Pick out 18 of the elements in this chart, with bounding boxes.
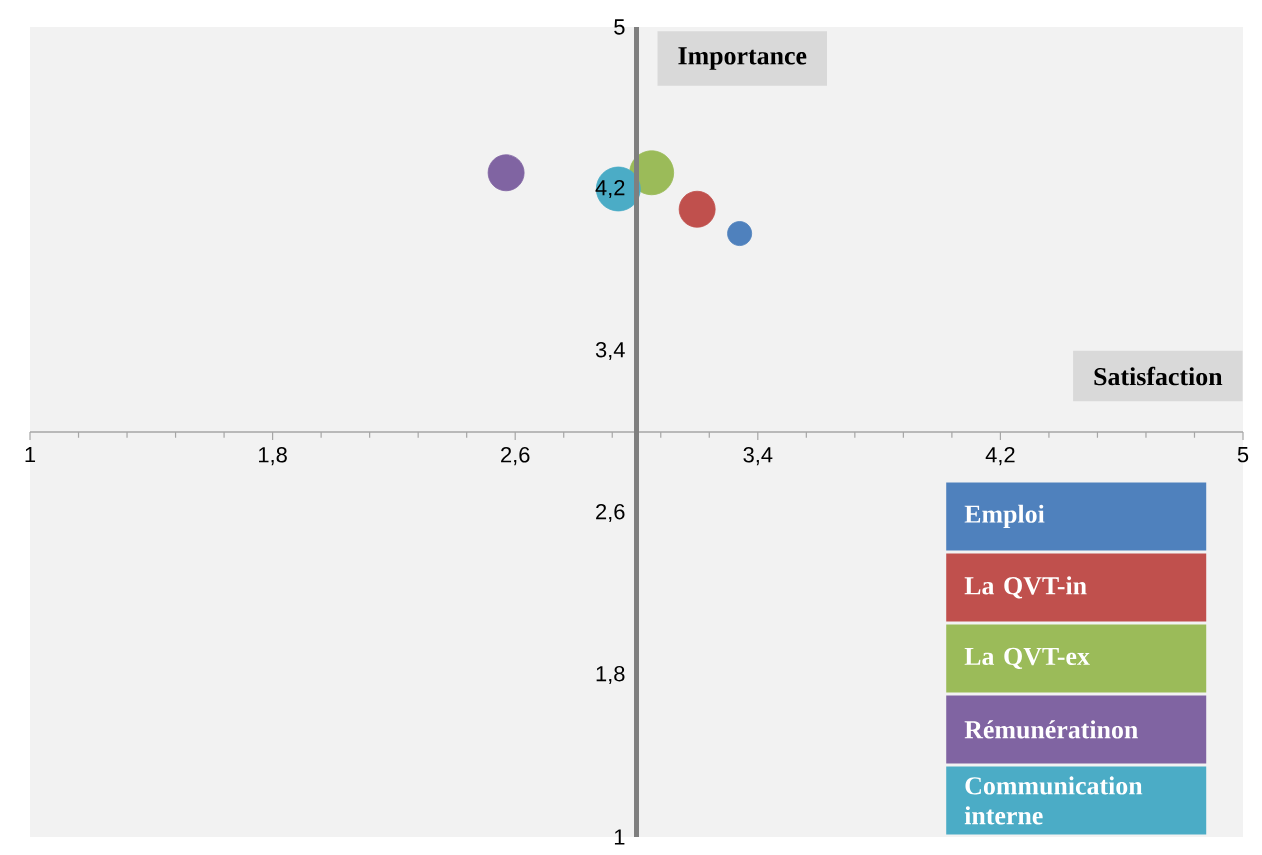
x-axis-title: Satisfaction (1094, 366, 1223, 386)
text: Emploi (964, 504, 1045, 529)
text: Rémunératinon (964, 720, 1138, 739)
x-tick-label: 1,8 (259, 447, 287, 466)
x-tick-label: 5 (1237, 447, 1249, 463)
text: La QVT-in (964, 576, 1087, 599)
y-tick-label: 3,4 (595, 341, 625, 361)
x-tick-label: 1 (25, 447, 36, 463)
y-tick-label: 5 (614, 19, 625, 35)
y-tick-label: 1 (614, 829, 625, 845)
x-tick-label: 3,4 (743, 447, 773, 466)
y-tick-label: 1,8 (596, 665, 625, 685)
text: La QVT-ex (964, 647, 1090, 670)
x-tick-label: 2,6 (501, 447, 530, 466)
x-tick-label: 4,2 (985, 447, 1015, 466)
y-tick-label: 2,6 (596, 503, 625, 523)
y-axis-title: Importance (678, 47, 807, 70)
text: Communication interne (964, 776, 1143, 825)
